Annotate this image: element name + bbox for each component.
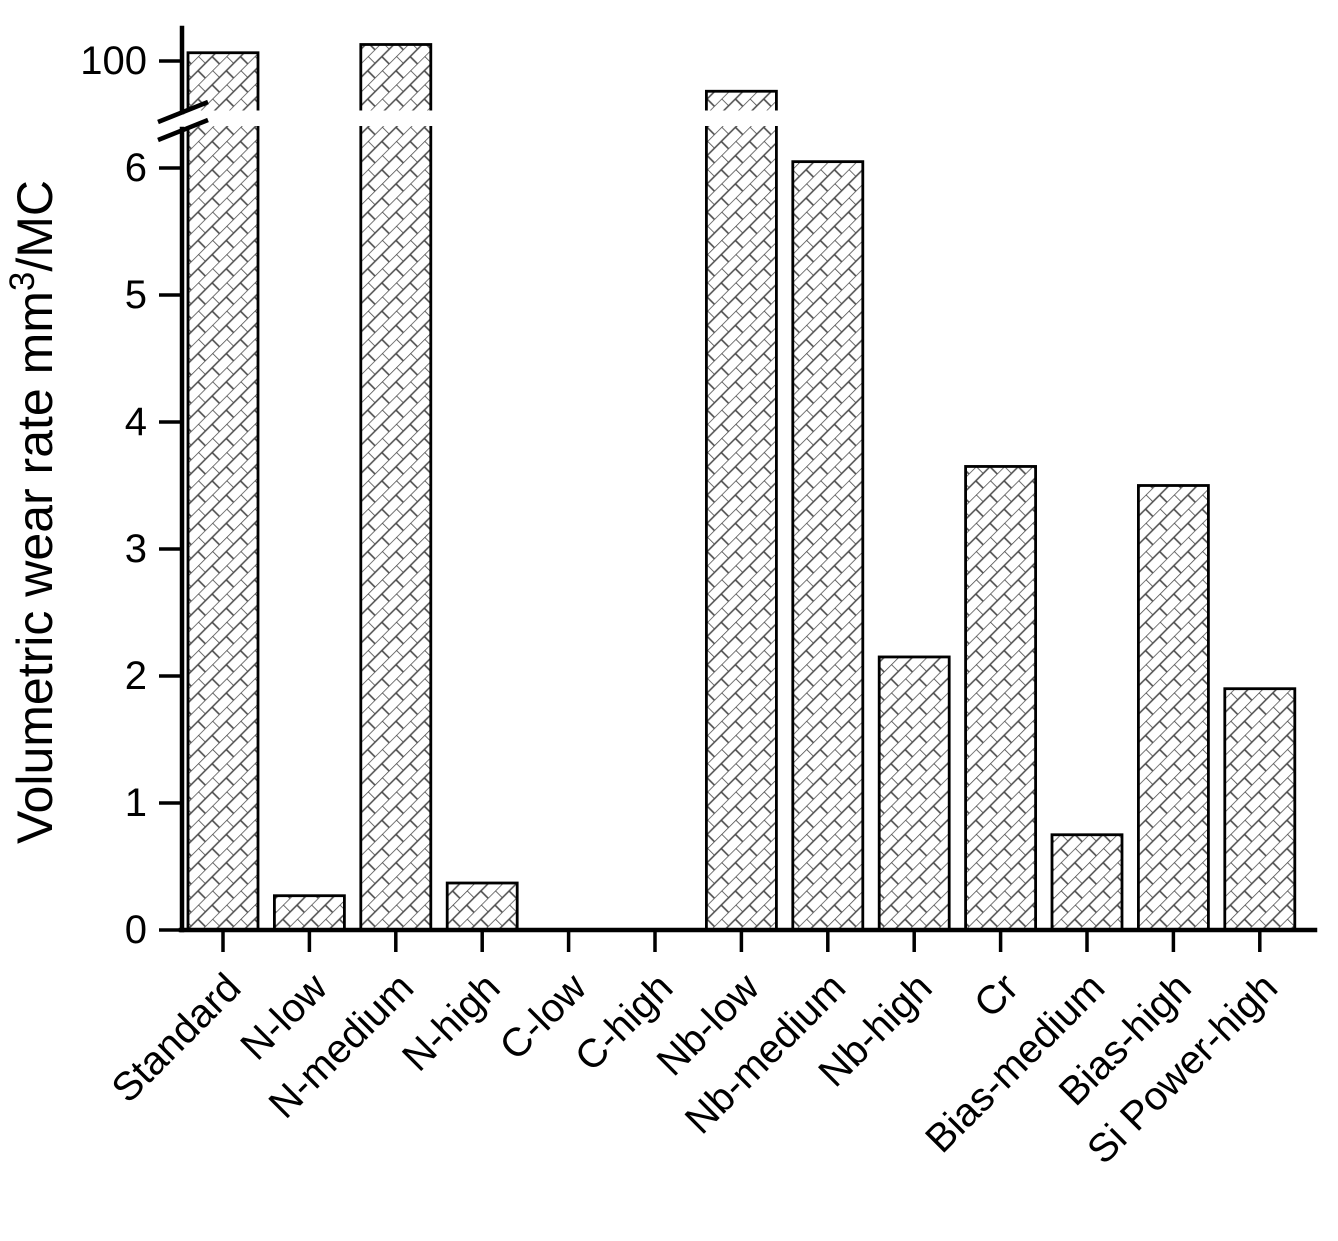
bars-group xyxy=(186,43,1297,932)
y-tick-label: 5 xyxy=(125,273,147,317)
bar-cr xyxy=(964,465,1037,932)
bar-standard xyxy=(186,51,260,932)
y-axis-ticks: 0 1 2 3 4 5 6 100 xyxy=(80,39,182,952)
y-tick-label: 4 xyxy=(125,400,147,444)
bar-n-high xyxy=(445,881,519,932)
y-axis-title: Volumetric wear rate mm3/MC xyxy=(3,180,63,844)
y-tick-label: 1 xyxy=(125,781,147,825)
axes-group xyxy=(178,25,1318,933)
y-tick-label: 0 xyxy=(125,908,147,952)
y-tick-label: 6 xyxy=(125,146,147,190)
axis-break-band xyxy=(184,110,1315,126)
bar-bias-medium xyxy=(1050,833,1124,932)
y-tick-label: 3 xyxy=(125,527,147,571)
bar-n-medium xyxy=(359,43,433,932)
bar-bias-high xyxy=(1137,484,1210,932)
axis-break-slash-lower xyxy=(157,117,209,143)
axis-break-slash-upper xyxy=(157,99,209,125)
y-tick-label: 100 xyxy=(80,39,147,83)
bar-si-power-high xyxy=(1223,687,1297,932)
bar-nb-low xyxy=(705,89,778,932)
bar-n-low xyxy=(272,894,346,932)
bar-nb-medium xyxy=(791,160,865,932)
y-tick-label: 2 xyxy=(125,654,147,698)
bar-nb-high xyxy=(877,655,951,932)
axis-break-marks xyxy=(157,99,209,143)
